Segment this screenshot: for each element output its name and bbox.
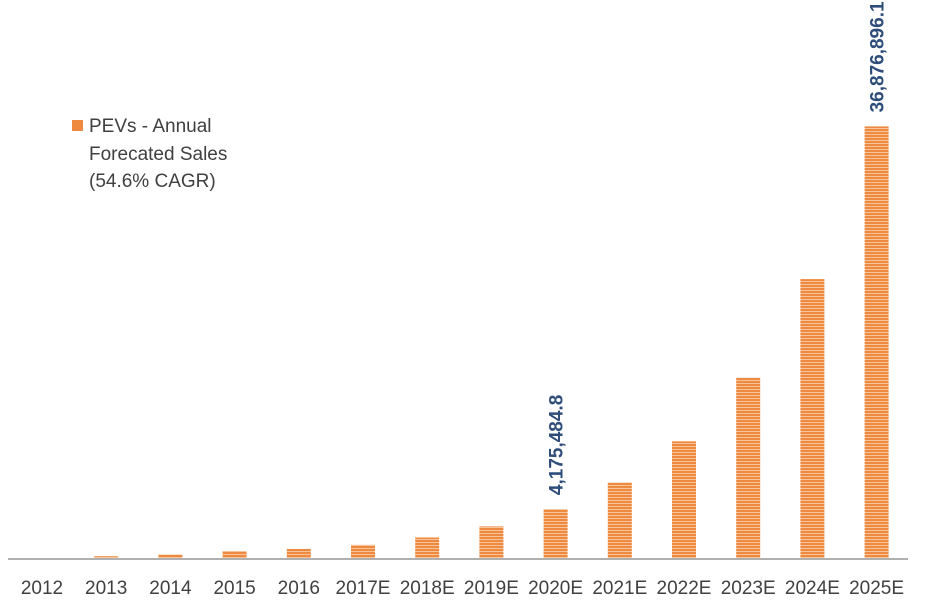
x-tick-label: 2018E bbox=[400, 578, 455, 599]
x-tick-labels: 2012 2013 2014 2015 2016 2017E 2018E 2019E 2020E… bbox=[21, 578, 904, 599]
legend-label: PEVs - Annual Forecated Sales (54.6% CAG… bbox=[89, 113, 227, 196]
x-tick-label: 2013 bbox=[85, 578, 127, 599]
bars-group bbox=[94, 126, 889, 559]
legend-line: Forecated Sales bbox=[89, 143, 228, 165]
legend-line: PEVs - Annual bbox=[89, 116, 212, 137]
bar bbox=[222, 551, 247, 558]
bar bbox=[286, 548, 311, 558]
x-tick-label: 2024E bbox=[785, 578, 840, 599]
bar bbox=[158, 554, 183, 558]
bar bbox=[351, 544, 375, 558]
data-label: 36,876,896.1 bbox=[868, 1, 889, 112]
x-tick-label: 2020E bbox=[528, 578, 583, 599]
bar bbox=[415, 537, 440, 558]
bar bbox=[736, 377, 761, 558]
data-label: 4,175,484.8 bbox=[547, 395, 568, 495]
x-tick-label: 2015 bbox=[213, 578, 255, 599]
bar bbox=[672, 441, 696, 558]
bar bbox=[607, 482, 632, 558]
x-tick-label: 2019E bbox=[464, 578, 519, 599]
x-tick-label: 2021E bbox=[592, 578, 647, 599]
bar bbox=[94, 556, 119, 558]
x-tick-label: 2017E bbox=[336, 578, 391, 599]
x-tick-label: 2025E bbox=[849, 578, 904, 599]
bar bbox=[864, 126, 889, 559]
x-tick-label: 2016 bbox=[278, 578, 320, 599]
legend-line: (54.6% CAGR) bbox=[89, 171, 216, 192]
x-tick-label: 2022E bbox=[657, 578, 712, 599]
x-tick-label: 2014 bbox=[149, 578, 192, 599]
x-tick-label: 2012 bbox=[21, 578, 63, 599]
data-labels: 4,175,484.8 36,876,896.1 bbox=[547, 1, 889, 495]
legend-swatch bbox=[72, 120, 83, 131]
x-tick-label: 2023E bbox=[721, 578, 776, 599]
bar bbox=[800, 279, 825, 558]
bar bbox=[543, 509, 568, 558]
bar bbox=[479, 526, 504, 558]
legend: PEVs - Annual Forecated Sales (54.6% CAG… bbox=[72, 113, 227, 196]
